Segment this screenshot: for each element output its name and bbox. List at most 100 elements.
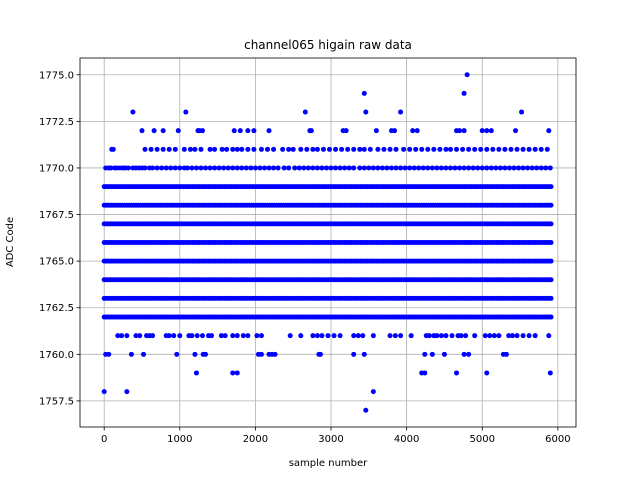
data-point — [271, 165, 277, 171]
data-point — [422, 351, 428, 357]
y-tick-label: 1765.0 — [39, 257, 74, 268]
data-point — [547, 370, 553, 376]
data-point — [548, 295, 554, 301]
data-point — [457, 165, 463, 171]
data-point — [461, 351, 467, 357]
data-point — [189, 165, 195, 171]
data-point — [366, 165, 372, 171]
data-point — [496, 146, 502, 152]
data-point — [508, 146, 514, 152]
data-point — [548, 258, 554, 264]
data-point — [343, 128, 349, 134]
data-point — [187, 146, 193, 152]
data-point — [346, 165, 352, 171]
data-point — [454, 370, 460, 376]
data-point — [461, 90, 467, 96]
data-point — [298, 333, 304, 339]
data-point — [410, 128, 416, 134]
data-point — [447, 165, 453, 171]
data-point — [148, 146, 154, 152]
data-point — [490, 146, 496, 152]
data-point — [520, 333, 526, 339]
data-point — [193, 370, 199, 376]
data-point — [526, 146, 532, 152]
data-point — [192, 351, 198, 357]
data-point — [207, 146, 213, 152]
data-point — [175, 128, 181, 134]
data-point — [407, 165, 413, 171]
y-tick-label: 1770.0 — [39, 163, 74, 174]
data-point — [519, 109, 525, 115]
data-point — [166, 146, 172, 152]
data-point — [351, 333, 357, 339]
data-point — [393, 165, 399, 171]
data-point — [239, 146, 245, 152]
data-point — [163, 165, 169, 171]
data-point — [458, 333, 464, 339]
data-point — [401, 146, 407, 152]
data-point — [470, 165, 476, 171]
data-point — [509, 333, 515, 339]
x-axis-label: sample number — [289, 458, 368, 469]
data-point — [543, 165, 549, 171]
data-point — [189, 333, 195, 339]
data-point — [484, 128, 490, 134]
y-tick-label: 1762.5 — [39, 303, 74, 314]
data-point — [419, 146, 425, 152]
x-tick-label: 6000 — [545, 434, 570, 445]
data-point — [166, 333, 172, 339]
data-point — [286, 146, 292, 152]
data-point — [502, 165, 508, 171]
data-point — [177, 333, 183, 339]
data-point — [525, 165, 531, 171]
data-point — [172, 165, 178, 171]
data-point — [198, 165, 204, 171]
data-point — [398, 165, 404, 171]
data-point — [251, 128, 257, 134]
data-point — [437, 146, 443, 152]
data-point — [194, 333, 200, 339]
data-point — [314, 333, 320, 339]
data-point — [257, 165, 263, 171]
data-point — [304, 146, 310, 152]
data-point — [310, 146, 316, 152]
data-point — [245, 128, 251, 134]
data-point — [392, 128, 398, 134]
data-point — [154, 146, 160, 152]
data-point — [408, 333, 414, 339]
data-point — [218, 333, 224, 339]
data-point — [339, 146, 345, 152]
data-point — [464, 72, 470, 78]
data-point — [177, 165, 183, 171]
data-point — [261, 165, 267, 171]
data-point — [434, 165, 440, 171]
data-point — [375, 165, 381, 171]
data-point — [258, 351, 264, 357]
data-point — [532, 333, 538, 339]
data-points — [101, 72, 554, 413]
data-point — [425, 146, 431, 152]
data-point — [484, 165, 490, 171]
data-point — [234, 165, 240, 171]
data-point — [484, 146, 490, 152]
data-point — [275, 165, 281, 171]
data-point — [361, 90, 367, 96]
data-point — [221, 165, 227, 171]
data-point — [407, 146, 413, 152]
data-point — [546, 333, 552, 339]
data-point — [429, 351, 435, 357]
data-point — [538, 165, 544, 171]
data-point — [420, 165, 426, 171]
x-tick-label: 1000 — [167, 434, 192, 445]
data-point — [333, 146, 339, 152]
data-point — [370, 389, 376, 395]
data-point — [198, 146, 204, 152]
data-point — [373, 128, 379, 134]
data-point — [230, 370, 236, 376]
data-point — [491, 333, 497, 339]
data-point — [416, 165, 422, 171]
data-point — [101, 389, 107, 395]
data-point — [466, 351, 472, 357]
data-point — [529, 165, 535, 171]
